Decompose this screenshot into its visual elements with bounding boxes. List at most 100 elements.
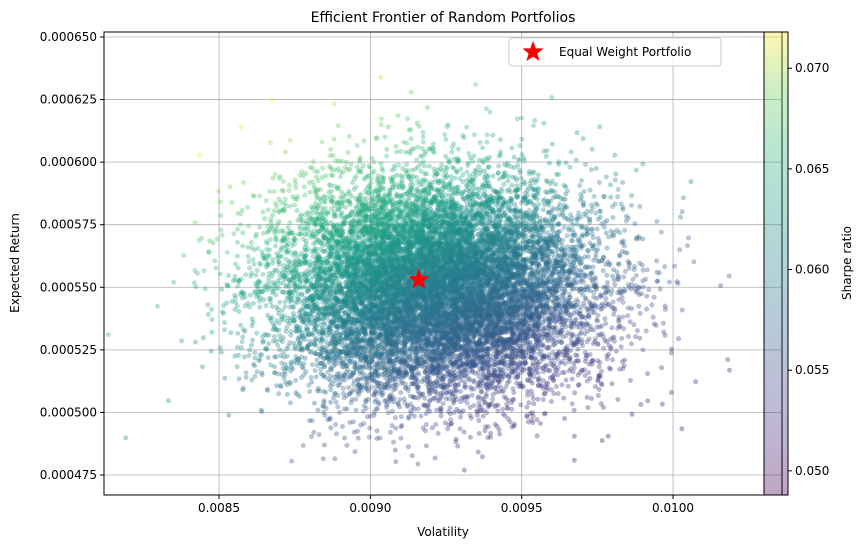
portfolio-point (365, 396, 371, 402)
portfolio-point (598, 373, 604, 380)
portfolio-point (637, 260, 643, 266)
portfolio-point (600, 334, 606, 340)
portfolio-point (328, 425, 334, 431)
portfolio-point (666, 279, 672, 285)
portfolio-point (567, 356, 573, 362)
portfolio-point (574, 352, 580, 359)
portfolio-point (598, 381, 604, 387)
portfolio-point (453, 397, 460, 403)
portfolio-point (562, 355, 568, 361)
portfolio-point (478, 404, 484, 410)
portfolio-point (599, 301, 605, 307)
portfolio-point (680, 195, 686, 201)
portfolio-point (585, 405, 591, 411)
portfolio-point (497, 431, 503, 437)
portfolio-point (547, 367, 553, 374)
portfolio-point (588, 395, 595, 402)
portfolio-point (545, 368, 552, 374)
portfolio-point (555, 364, 561, 370)
portfolio-point (347, 419, 353, 425)
portfolio-point (672, 263, 678, 269)
portfolio-point (374, 360, 380, 366)
portfolio-point (662, 303, 668, 309)
portfolio-point (605, 433, 611, 439)
portfolio-point (607, 337, 613, 343)
portfolio-point (578, 286, 585, 292)
portfolio-point (482, 400, 488, 406)
portfolio-point (555, 391, 561, 397)
portfolio-point (509, 424, 515, 430)
portfolio-point (567, 356, 573, 362)
portfolio-point (649, 302, 655, 308)
portfolio-point (543, 381, 549, 387)
portfolio-point (506, 374, 512, 380)
portfolio-point (646, 287, 652, 293)
portfolio-point (321, 442, 328, 448)
portfolio-point (654, 258, 660, 264)
portfolio-point (595, 378, 601, 384)
portfolio-point (526, 370, 532, 376)
portfolio-point (475, 449, 481, 455)
portfolio-point (399, 423, 405, 429)
portfolio-point (562, 415, 568, 422)
portfolio-point (565, 383, 571, 389)
portfolio-point (542, 410, 548, 416)
portfolio-point (505, 416, 511, 422)
portfolio-point (621, 287, 627, 293)
portfolio-point (339, 423, 346, 430)
portfolio-point (526, 271, 532, 277)
portfolio-point (540, 364, 546, 371)
portfolio-point (615, 261, 621, 267)
portfolio-point (528, 378, 534, 384)
portfolio-point (438, 409, 444, 415)
portfolio-point (554, 356, 560, 362)
portfolio-point (510, 386, 516, 392)
portfolio-point (495, 383, 501, 389)
portfolio-point (565, 330, 571, 336)
portfolio-point (596, 372, 602, 378)
portfolio-point (661, 329, 667, 335)
portfolio-point (622, 268, 628, 274)
portfolio-point (517, 381, 523, 387)
portfolio-point (563, 377, 569, 383)
portfolio-point (608, 344, 614, 350)
portfolio-point (637, 335, 643, 341)
portfolio-point (355, 376, 361, 382)
portfolio-point (307, 388, 313, 395)
portfolio-point (628, 341, 635, 347)
portfolio-point (559, 370, 565, 376)
portfolio-point (565, 349, 571, 355)
portfolio-point (574, 297, 580, 303)
portfolio-point (510, 397, 516, 403)
portfolio-point (308, 375, 314, 381)
portfolio-point (493, 389, 499, 395)
portfolio-point (525, 419, 531, 425)
portfolio-point (650, 314, 656, 320)
portfolio-point (636, 303, 642, 309)
portfolio-point (654, 218, 660, 224)
portfolio-point (484, 384, 490, 391)
portfolio-point (504, 405, 510, 411)
portfolio-point (485, 435, 491, 441)
portfolio-point (467, 384, 474, 390)
portfolio-point (676, 336, 682, 342)
portfolio-point (586, 336, 592, 342)
portfolio-point (368, 371, 374, 377)
portfolio-point (587, 352, 593, 358)
portfolio-point (546, 355, 552, 361)
portfolio-point (480, 371, 486, 377)
portfolio-point (541, 411, 547, 417)
portfolio-point (496, 427, 502, 433)
portfolio-point (487, 384, 493, 390)
portfolio-point (367, 425, 373, 431)
portfolio-point (583, 284, 589, 290)
portfolio-point (468, 415, 474, 421)
portfolio-point (592, 274, 598, 281)
portfolio-point (504, 406, 511, 412)
portfolio-point (619, 335, 625, 341)
portfolio-point (502, 413, 508, 419)
portfolio-point (458, 395, 464, 401)
portfolio-point (503, 395, 509, 401)
scatter-points (105, 74, 733, 473)
portfolio-point (625, 281, 632, 288)
